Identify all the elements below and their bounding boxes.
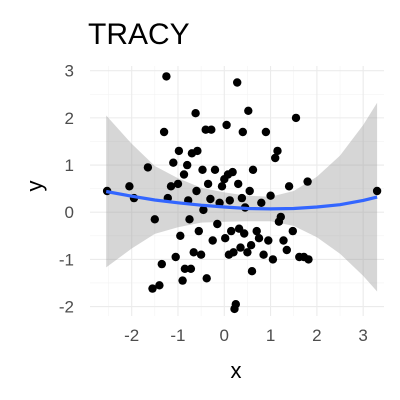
- data-point: [221, 234, 230, 243]
- data-point: [245, 186, 254, 196]
- data-point: [213, 219, 222, 229]
- data-point: [257, 198, 266, 207]
- data-point: [143, 163, 153, 172]
- y-tick-label: 1: [65, 156, 74, 175]
- data-point: [203, 179, 213, 189]
- data-point: [240, 229, 249, 238]
- y-tick-label: -2: [59, 298, 74, 317]
- data-point: [155, 281, 164, 290]
- data-point: [234, 179, 243, 189]
- data-point: [198, 165, 207, 174]
- data-point: [194, 226, 203, 236]
- data-point: [191, 109, 200, 118]
- data-point: [148, 284, 157, 293]
- data-point: [159, 127, 169, 137]
- x-tick-label: 0: [220, 326, 229, 345]
- data-point: [176, 231, 185, 240]
- data-point: [162, 72, 171, 81]
- data-point: [233, 78, 242, 87]
- data-point: [304, 255, 313, 264]
- data-point: [199, 205, 208, 215]
- data-point: [229, 248, 238, 257]
- data-point: [247, 267, 257, 276]
- y-axis-title: y: [22, 181, 47, 192]
- data-point: [192, 186, 201, 196]
- data-point: [174, 146, 184, 156]
- data-point: [238, 127, 247, 137]
- data-point: [244, 106, 253, 116]
- data-point: [228, 167, 237, 177]
- data-point: [222, 120, 231, 130]
- x-tick-label: 3: [358, 326, 367, 345]
- data-point: [166, 182, 176, 191]
- data-point: [225, 196, 234, 205]
- data-point: [259, 250, 268, 259]
- data-point: [173, 179, 183, 189]
- smooth-line: [105, 189, 378, 211]
- data-point: [291, 113, 301, 123]
- data-point: [303, 177, 312, 186]
- data-point: [271, 153, 280, 163]
- data-point: [150, 215, 159, 224]
- data-point: [372, 186, 382, 196]
- data-point: [237, 193, 247, 203]
- data-point: [179, 170, 189, 179]
- data-point: [273, 146, 282, 156]
- x-tick-label: 1: [266, 326, 275, 345]
- data-point: [231, 300, 240, 309]
- data-point: [282, 245, 291, 255]
- data-point: [196, 250, 206, 259]
- data-point: [284, 182, 294, 191]
- data-point: [279, 236, 288, 245]
- data-point: [243, 248, 252, 257]
- x-tick-label: -1: [170, 326, 185, 345]
- x-axis-title: x: [231, 358, 242, 383]
- data-point: [252, 226, 261, 236]
- data-point: [206, 194, 215, 204]
- data-points: [102, 72, 382, 314]
- data-point: [210, 165, 220, 174]
- data-point: [261, 127, 271, 137]
- data-point: [185, 215, 194, 224]
- data-point: [246, 241, 256, 250]
- data-point: [227, 226, 236, 236]
- data-point: [186, 264, 196, 273]
- x-tick-label: 2: [312, 326, 321, 345]
- data-point: [288, 226, 297, 236]
- plot-title: TRACY: [88, 18, 190, 51]
- data-point: [208, 236, 217, 245]
- y-tick-label: 0: [65, 203, 74, 222]
- data-point: [193, 146, 202, 156]
- x-tick-label: -2: [124, 326, 139, 345]
- smooth-line-layer: [105, 189, 378, 211]
- data-point: [217, 182, 227, 191]
- data-point: [178, 276, 187, 285]
- data-point: [236, 243, 245, 252]
- y-tick-label: 3: [65, 62, 74, 81]
- data-point: [268, 255, 278, 264]
- data-point: [189, 248, 198, 257]
- tick-labels: -2 -1 0 1 2 3 -2 -1 0 1 2 3: [59, 62, 368, 345]
- data-point: [180, 264, 190, 273]
- data-point: [183, 160, 192, 170]
- data-point: [171, 252, 180, 262]
- y-tick-label: 2: [65, 109, 74, 128]
- data-point: [207, 125, 216, 134]
- data-point: [202, 274, 211, 283]
- data-point: [264, 236, 273, 245]
- data-point: [248, 165, 258, 174]
- data-point: [254, 234, 264, 243]
- data-point: [276, 212, 285, 222]
- y-tick-label: -1: [59, 250, 74, 269]
- data-point: [266, 191, 275, 200]
- data-point: [169, 158, 178, 167]
- data-point: [125, 182, 134, 191]
- data-point: [157, 259, 166, 269]
